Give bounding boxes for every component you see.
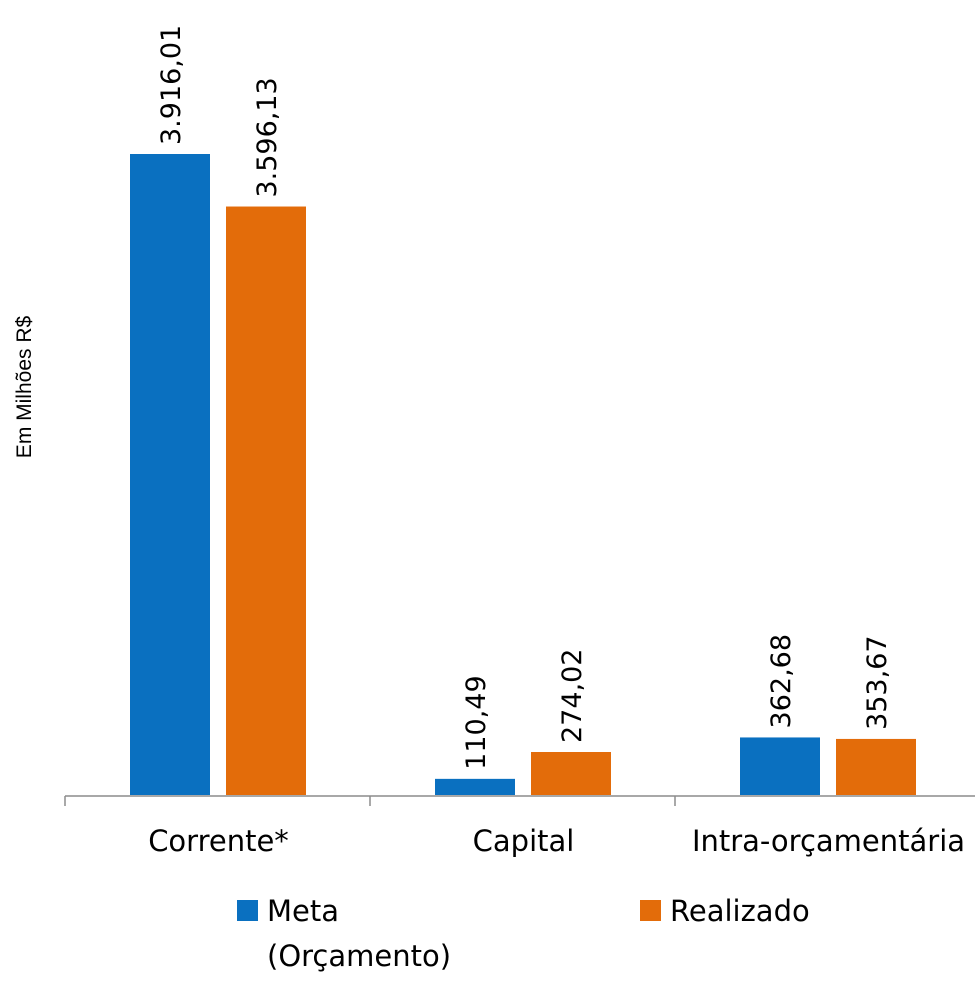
- bar-1-2: [834, 736, 918, 797]
- legend-label-1-0: Realizado: [670, 894, 810, 928]
- bar-0-2: [738, 735, 822, 798]
- bar-0-1: [433, 776, 517, 797]
- x-axis: Corrente* Capital Intra-orçamentária: [64, 795, 975, 858]
- data-label-1-0: 3.596,13: [252, 77, 283, 197]
- y-axis-label: Em Milhões R$: [13, 315, 36, 458]
- legend: Meta (Orçamento) Realizado: [237, 894, 810, 973]
- bar-1-1: [529, 750, 613, 797]
- x-tick-label-2: Intra-orçamentária: [692, 824, 965, 858]
- legend-label-0-1: (Orçamento): [267, 939, 451, 973]
- legend-swatch-0: [237, 900, 258, 921]
- data-label-0-1: 110,49: [461, 675, 492, 769]
- x-tick-label-0: Corrente*: [148, 824, 289, 858]
- legend-label-0-0: Meta: [267, 894, 339, 928]
- legend-swatch-1: [640, 900, 661, 921]
- data-label-1-1: 274,02: [557, 649, 588, 743]
- bars-group: 3.916,01 110,49 362,68 3.596,13 274,02 353,67: [128, 25, 918, 798]
- data-label-0-0: 3.916,01: [156, 25, 187, 145]
- data-label-0-2: 362,68: [766, 634, 797, 728]
- bar-0-0: [128, 152, 212, 797]
- data-label-1-2: 353,67: [862, 635, 893, 729]
- x-tick-label-1: Capital: [473, 824, 575, 858]
- bar-1-0: [224, 204, 308, 798]
